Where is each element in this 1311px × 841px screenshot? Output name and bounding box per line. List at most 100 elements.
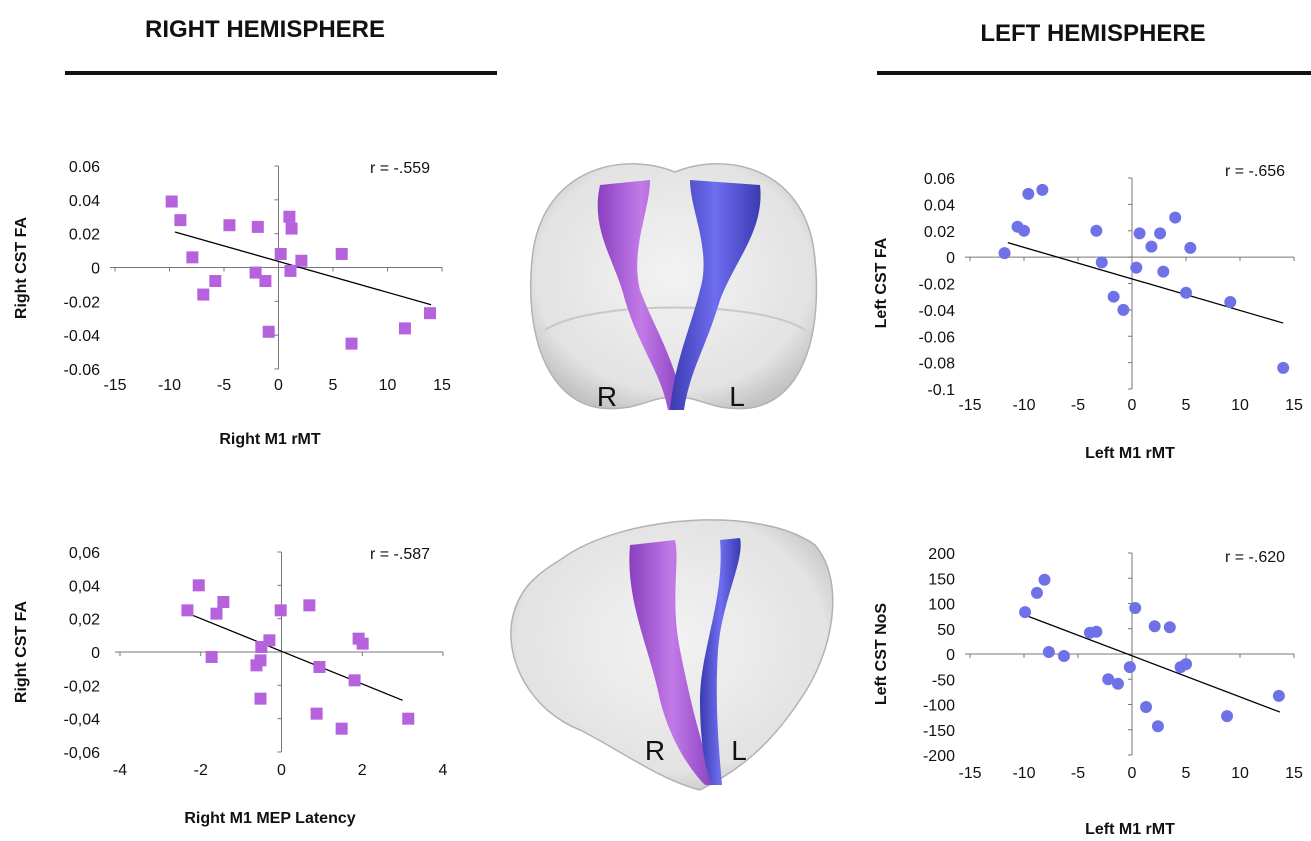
- x-tick-label: 0: [1128, 397, 1137, 414]
- point: [1273, 690, 1285, 702]
- annotation: r = -.620: [1225, 549, 1285, 566]
- y-tick-label: 0: [946, 647, 955, 664]
- point: [1090, 225, 1102, 237]
- x-tick-label: -2: [194, 762, 208, 779]
- point: [1152, 720, 1164, 732]
- y-axis-label: Right CST FA: [13, 216, 30, 319]
- y-tick-label: -100: [923, 698, 955, 715]
- annotation: r = -.587: [370, 546, 430, 563]
- point: [1031, 587, 1043, 599]
- x-tick-label: 10: [379, 377, 397, 394]
- x-tick-label: 5: [1182, 397, 1191, 414]
- y-tick-label: 200: [928, 546, 955, 563]
- point: [336, 248, 348, 260]
- y-tick-label: 0.02: [924, 224, 955, 241]
- point: [424, 307, 436, 319]
- point: [259, 275, 271, 287]
- x-axis-label: Left M1 rMT: [1085, 821, 1175, 836]
- y-tick-label: 0: [91, 261, 100, 278]
- x-tick-label: -15: [103, 377, 126, 394]
- x-tick-label: -4: [113, 762, 127, 779]
- point: [1124, 661, 1136, 673]
- y-tick-label: -0.08: [919, 356, 956, 373]
- y-tick-label: -0,04: [64, 712, 101, 729]
- y-axis-label: Right CST FA: [13, 600, 30, 703]
- x-tick-label: -5: [1071, 765, 1085, 782]
- point: [346, 338, 358, 350]
- y-tick-label: -0.06: [64, 362, 101, 379]
- scatter-chart: 0,060,040,020-0,02-0,04-0,06-4-2024r = -…: [13, 545, 448, 827]
- point: [1180, 658, 1192, 670]
- y-tick-label: -150: [923, 723, 955, 740]
- point: [275, 604, 287, 616]
- point: [1096, 256, 1108, 268]
- y-axis-label: Left CST NoS: [873, 603, 890, 706]
- point: [286, 223, 298, 235]
- point: [255, 641, 267, 653]
- point: [209, 275, 221, 287]
- brain-front: R L: [531, 164, 817, 412]
- y-tick-label: 0: [946, 250, 955, 267]
- y-tick-label: 0: [91, 645, 100, 662]
- y-tick-label: 0.04: [924, 197, 955, 214]
- y-axis-label: Left CST FA: [873, 237, 890, 328]
- point: [357, 638, 369, 650]
- y-tick-label: -0.02: [919, 277, 956, 294]
- point: [1019, 606, 1031, 618]
- x-axis-label: Right M1 MEP Latency: [184, 810, 355, 827]
- point: [1043, 646, 1055, 658]
- point: [1149, 620, 1161, 632]
- point: [1180, 287, 1192, 299]
- point: [1039, 574, 1051, 586]
- y-tick-label: -0,06: [64, 745, 101, 762]
- x-tick-label: -10: [1012, 765, 1035, 782]
- point: [313, 661, 325, 673]
- point: [206, 651, 218, 663]
- point: [197, 289, 209, 301]
- point: [1130, 262, 1142, 274]
- point: [349, 674, 361, 686]
- trendline: [175, 232, 431, 305]
- point: [181, 604, 193, 616]
- x-tick-label: 4: [439, 762, 448, 779]
- point: [402, 713, 414, 725]
- point: [999, 247, 1011, 259]
- x-tick-label: 0: [1128, 765, 1137, 782]
- point: [1224, 296, 1236, 308]
- x-tick-label: 5: [329, 377, 338, 394]
- y-tick-label: 100: [928, 597, 955, 614]
- x-tick-label: 10: [1231, 397, 1249, 414]
- trendline: [1008, 243, 1283, 323]
- x-tick-label: 15: [1285, 765, 1303, 782]
- point: [1145, 241, 1157, 253]
- x-tick-label: 15: [433, 377, 451, 394]
- point: [1154, 227, 1166, 239]
- y-tick-label: -0.04: [919, 303, 956, 320]
- annotation: r = -.559: [370, 160, 430, 177]
- point: [255, 693, 267, 705]
- y-tick-label: 0.06: [924, 171, 955, 188]
- x-tick-label: 10: [1231, 765, 1249, 782]
- brain-label: L: [731, 735, 747, 766]
- point: [1221, 710, 1233, 722]
- x-axis-label: Right M1 rMT: [219, 431, 321, 448]
- point: [311, 708, 323, 720]
- point: [252, 221, 264, 233]
- point: [1112, 678, 1124, 690]
- y-tick-label: -200: [923, 748, 955, 765]
- x-tick-label: 0: [277, 762, 286, 779]
- y-tick-label: 0.06: [69, 159, 100, 176]
- point: [1134, 227, 1146, 239]
- point: [1277, 362, 1289, 374]
- point: [275, 248, 287, 260]
- point: [1164, 621, 1176, 633]
- point: [217, 596, 229, 608]
- point: [193, 579, 205, 591]
- point: [166, 196, 178, 208]
- y-tick-label: -0.06: [919, 329, 956, 346]
- point: [263, 326, 275, 338]
- point: [1157, 266, 1169, 278]
- y-tick-label: 0,02: [69, 612, 100, 629]
- point: [174, 214, 186, 226]
